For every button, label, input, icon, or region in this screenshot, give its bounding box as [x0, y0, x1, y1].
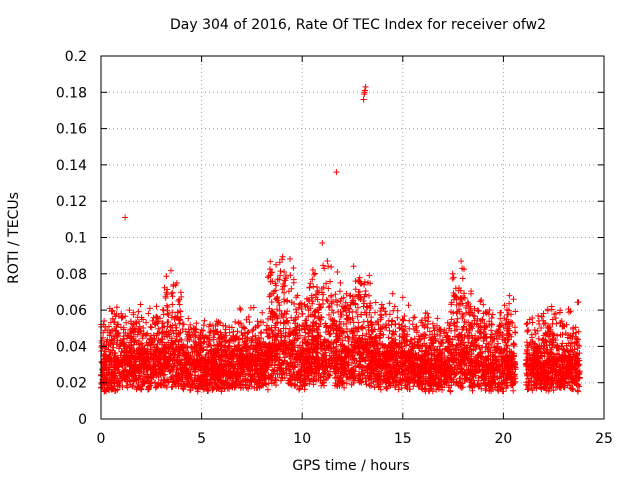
y-tick-label: 0: [78, 412, 87, 428]
y-tick-label: 0.18: [56, 85, 87, 101]
roti-outlier-point: [510, 296, 517, 303]
roti-outlier-point: [122, 214, 129, 221]
roti-outlier-point: [361, 87, 368, 94]
roti-outlier-point: [357, 296, 364, 303]
roti-outlier-point: [337, 279, 344, 286]
y-tick-label: 0.02: [56, 376, 87, 392]
roti-outlier-point: [391, 303, 398, 310]
roti-outlier-point: [458, 258, 465, 265]
data-points: [98, 83, 583, 395]
y-tick-label: 0.1: [65, 231, 87, 247]
roti-outlier-point: [363, 303, 370, 310]
roti-outlier-point: [170, 281, 177, 288]
roti-outlier-point: [334, 268, 341, 275]
roti-outlier-point: [548, 303, 555, 310]
y-tick-label: 0.06: [56, 303, 87, 319]
roti-outlier-point: [480, 301, 487, 308]
roti-outlier-point: [309, 276, 316, 283]
roti-outlier-point: [279, 256, 286, 263]
roti-outlier-point: [459, 265, 466, 272]
roti-point-cloud: [98, 253, 583, 395]
roti-outlier-point: [355, 288, 362, 295]
x-tick-label: 20: [494, 431, 512, 447]
roti-outlier-point: [333, 169, 340, 176]
y-tick-label: 0.14: [56, 158, 87, 174]
roti-outlier-point: [389, 290, 396, 297]
axis-ticks: 0 5 10 15 20 25 0 0.02 0.04 0.06 0.08 0.1 0.12 0.14 0.…: [56, 49, 613, 447]
x-tick-label: 25: [595, 431, 613, 447]
roti-outlier-point: [277, 272, 284, 279]
roti-outlier-point: [362, 83, 369, 90]
roti-outlier-point: [399, 294, 406, 301]
roti-outlier-point: [319, 239, 326, 246]
roti-outlier-point: [360, 96, 367, 103]
x-tick-label: 5: [197, 431, 206, 447]
roti-outlier-point: [310, 283, 317, 290]
roti-outlier-point: [361, 91, 368, 98]
roti-outlier-point: [281, 268, 288, 275]
roti-outlier-point: [168, 290, 175, 297]
y-tick-label: 0.08: [56, 267, 87, 283]
grid-lines: [101, 56, 604, 419]
y-tick-label: 0.2: [65, 49, 87, 65]
y-tick-label: 0.16: [56, 122, 87, 138]
x-axis-label: GPS time / hours: [292, 458, 409, 474]
y-tick-label: 0.04: [56, 339, 87, 355]
x-tick-label: 10: [293, 431, 311, 447]
roti-outlier-point: [273, 261, 280, 268]
y-axis-label: ROTI / TECUs: [6, 192, 22, 284]
x-tick-label: 0: [97, 431, 106, 447]
y-tick-label: 0.12: [56, 194, 87, 210]
roti-outlier-point: [506, 292, 513, 299]
x-tick-label: 15: [394, 431, 412, 447]
chart-title: Day 304 of 2016, Rate Of TEC Index for r…: [170, 17, 546, 33]
